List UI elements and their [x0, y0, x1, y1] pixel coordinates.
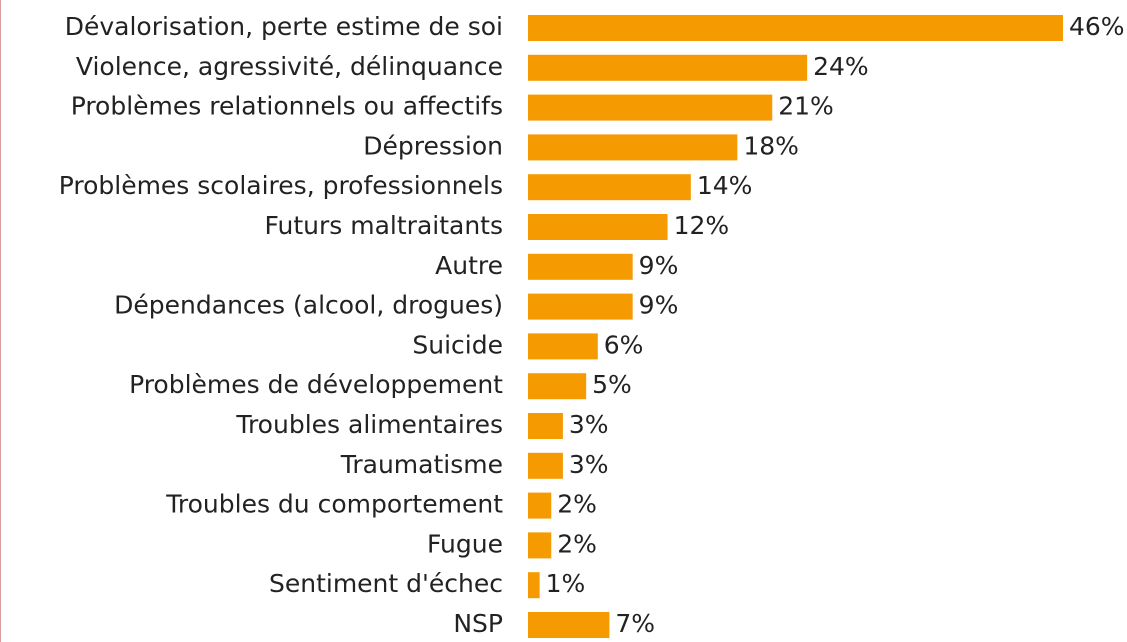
bar [528, 15, 1063, 41]
value-label: 12% [674, 211, 730, 240]
value-label: 6% [604, 330, 644, 359]
category-label: Problèmes relationnels ou affectifs [71, 92, 503, 121]
bar [528, 612, 610, 638]
value-label: 2% [557, 529, 597, 558]
bar [528, 572, 540, 599]
value-label: 14% [697, 171, 753, 200]
bar [528, 293, 633, 320]
bar [528, 413, 563, 439]
category-label: Suicide [412, 330, 503, 359]
value-label: 3% [569, 450, 609, 479]
value-label: 9% [639, 251, 679, 280]
value-label: 2% [557, 490, 597, 519]
bar [528, 452, 563, 479]
category-label: Problèmes scolaires, professionnels [59, 171, 503, 200]
value-label: 9% [639, 291, 679, 320]
category-label: Dépression [363, 131, 503, 160]
category-label: Troubles du comportement [165, 490, 503, 519]
category-label: Autre [435, 251, 503, 280]
value-label: 3% [569, 410, 609, 439]
value-label: 5% [592, 370, 632, 399]
bar [528, 174, 691, 201]
value-label: 24% [813, 52, 869, 81]
value-label: 21% [778, 92, 834, 121]
bar [528, 94, 773, 121]
category-label: Dévalorisation, perte estime de soi [65, 12, 503, 41]
value-label: 18% [743, 131, 799, 160]
category-label: Fugue [427, 529, 503, 558]
value-label: 1% [546, 569, 586, 598]
value-label: 7% [615, 609, 655, 638]
category-label: Troubles alimentaires [235, 410, 503, 439]
category-label: Problèmes de développement [129, 370, 503, 399]
category-label: NSP [453, 609, 503, 638]
bar [528, 54, 808, 81]
category-label: Futurs maltraitants [264, 211, 503, 240]
category-label: Sentiment d'échec [269, 569, 503, 598]
category-label: Violence, agressivité, délinquance [76, 52, 503, 81]
bar [528, 333, 598, 360]
bar [528, 532, 552, 559]
category-label: Traumatisme [340, 450, 503, 479]
bar [528, 373, 587, 400]
bar [528, 134, 738, 161]
category-label: Dépendances (alcool, drogues) [114, 291, 503, 320]
bar [528, 492, 552, 519]
value-label: 46% [1069, 12, 1125, 41]
bar [528, 214, 668, 240]
bar [528, 253, 633, 280]
